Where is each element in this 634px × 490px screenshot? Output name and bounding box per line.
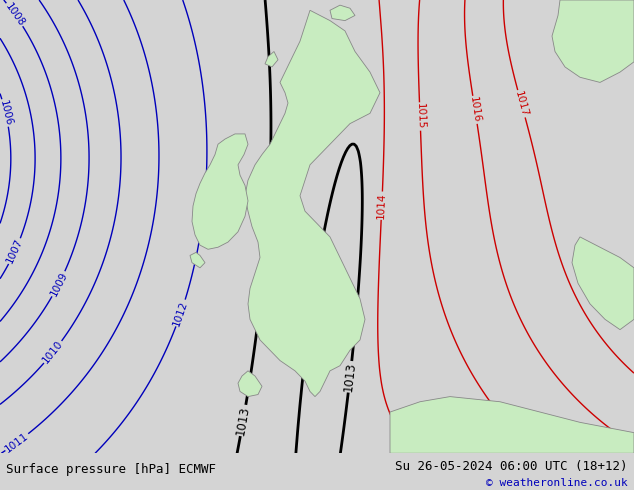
Polygon shape — [330, 5, 355, 21]
Polygon shape — [190, 252, 205, 268]
Text: 1010: 1010 — [41, 339, 65, 366]
Text: 1006: 1006 — [0, 99, 13, 127]
Text: 1012: 1012 — [172, 299, 190, 327]
Polygon shape — [245, 10, 380, 396]
Text: 1013: 1013 — [342, 361, 358, 392]
Text: 1011: 1011 — [3, 431, 30, 454]
Text: 1015: 1015 — [415, 103, 425, 130]
Polygon shape — [572, 237, 634, 330]
Polygon shape — [238, 371, 262, 396]
Text: © weatheronline.co.uk: © weatheronline.co.uk — [486, 478, 628, 489]
Text: 1008: 1008 — [3, 1, 27, 28]
Text: 1009: 1009 — [48, 270, 69, 298]
Text: 1017: 1017 — [513, 90, 529, 118]
Polygon shape — [192, 134, 248, 249]
Text: 1013: 1013 — [234, 405, 252, 436]
Text: 1014: 1014 — [376, 192, 387, 219]
Text: Surface pressure [hPa] ECMWF: Surface pressure [hPa] ECMWF — [6, 463, 216, 476]
Text: Su 26-05-2024 06:00 UTC (18+12): Su 26-05-2024 06:00 UTC (18+12) — [395, 460, 628, 473]
Text: 1007: 1007 — [5, 237, 25, 265]
Polygon shape — [265, 51, 278, 67]
Polygon shape — [552, 0, 634, 82]
Polygon shape — [390, 396, 634, 453]
Text: 1016: 1016 — [468, 96, 482, 123]
